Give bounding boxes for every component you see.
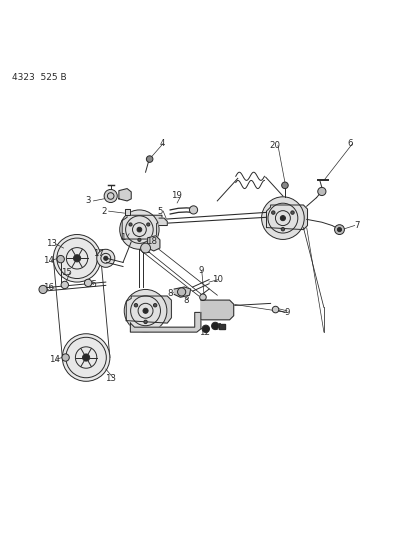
Circle shape: [280, 215, 285, 221]
Circle shape: [337, 228, 341, 232]
Circle shape: [144, 320, 147, 324]
Circle shape: [281, 228, 284, 231]
Circle shape: [271, 211, 274, 214]
Text: 15: 15: [61, 268, 72, 277]
Text: 5: 5: [157, 207, 162, 216]
Circle shape: [124, 289, 166, 332]
Text: 4: 4: [159, 139, 164, 148]
Circle shape: [272, 306, 278, 313]
Text: 19: 19: [171, 191, 181, 200]
Text: 13: 13: [46, 239, 56, 248]
Polygon shape: [218, 324, 224, 329]
Circle shape: [119, 210, 159, 249]
Polygon shape: [200, 300, 233, 320]
Text: 4323  525 B: 4323 525 B: [12, 73, 67, 82]
Text: 11: 11: [211, 322, 222, 332]
Text: 9: 9: [198, 266, 203, 275]
Text: 6: 6: [347, 139, 353, 148]
Text: 10: 10: [211, 275, 222, 284]
Polygon shape: [119, 189, 131, 201]
Circle shape: [129, 223, 132, 226]
Circle shape: [177, 288, 185, 296]
Circle shape: [199, 294, 206, 301]
Circle shape: [82, 354, 90, 361]
Text: 13: 13: [105, 374, 116, 383]
Circle shape: [261, 197, 303, 239]
Circle shape: [211, 322, 218, 329]
Text: 18: 18: [146, 237, 157, 246]
Circle shape: [317, 188, 325, 196]
Circle shape: [39, 285, 47, 294]
Circle shape: [62, 354, 69, 361]
Circle shape: [84, 279, 92, 287]
Circle shape: [134, 303, 137, 307]
Circle shape: [73, 255, 81, 262]
Circle shape: [146, 156, 153, 163]
Circle shape: [140, 243, 150, 253]
Text: 14: 14: [49, 356, 59, 365]
Circle shape: [202, 325, 209, 333]
Circle shape: [57, 255, 64, 263]
Circle shape: [290, 211, 294, 214]
Text: 17: 17: [93, 249, 103, 258]
Circle shape: [103, 256, 108, 260]
Polygon shape: [130, 312, 200, 332]
Polygon shape: [266, 205, 307, 230]
Circle shape: [97, 249, 115, 268]
Text: 16: 16: [43, 282, 54, 292]
Polygon shape: [122, 215, 162, 239]
Circle shape: [53, 235, 101, 282]
Circle shape: [62, 334, 110, 381]
Circle shape: [281, 182, 288, 189]
Circle shape: [153, 303, 157, 307]
Text: 3: 3: [85, 196, 91, 205]
Circle shape: [146, 223, 149, 226]
Polygon shape: [147, 236, 160, 251]
Circle shape: [104, 189, 117, 203]
Circle shape: [143, 308, 148, 313]
Polygon shape: [159, 218, 167, 225]
Text: 15: 15: [85, 280, 96, 289]
Text: 12: 12: [198, 328, 209, 337]
Text: 8: 8: [183, 296, 189, 305]
Circle shape: [334, 225, 344, 235]
Text: 20: 20: [269, 141, 279, 150]
Polygon shape: [126, 296, 171, 323]
Polygon shape: [125, 209, 130, 215]
Text: 7: 7: [353, 221, 359, 230]
Text: 8: 8: [167, 289, 173, 297]
Text: 1: 1: [120, 233, 126, 243]
Text: 11: 11: [140, 246, 151, 255]
Circle shape: [189, 206, 197, 214]
Circle shape: [137, 238, 141, 241]
Text: 14: 14: [43, 256, 54, 265]
Polygon shape: [174, 287, 190, 297]
Circle shape: [137, 227, 142, 232]
Text: 2: 2: [101, 207, 107, 216]
Text: 9: 9: [283, 308, 289, 317]
Circle shape: [61, 281, 68, 289]
